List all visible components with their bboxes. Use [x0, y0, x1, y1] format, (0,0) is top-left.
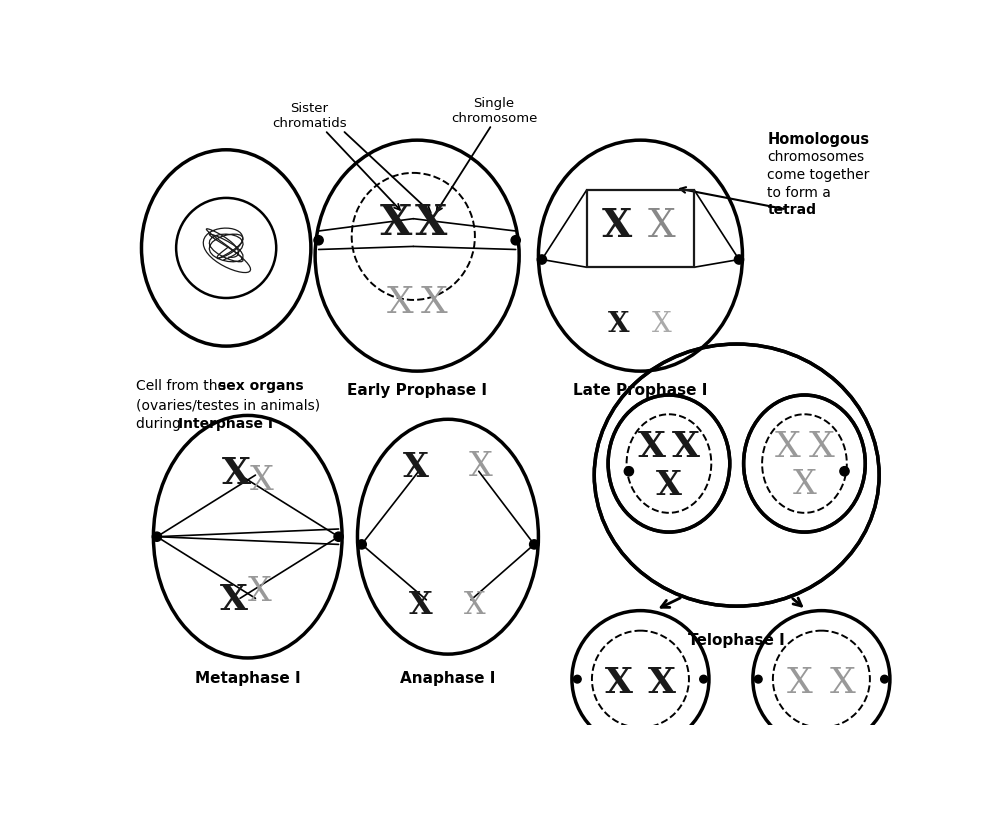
Text: Early Prophase I: Early Prophase I — [347, 383, 487, 398]
Text: X: X — [380, 202, 412, 244]
Circle shape — [152, 532, 161, 541]
Text: X: X — [830, 666, 856, 700]
Circle shape — [334, 532, 343, 541]
Text: X: X — [248, 576, 271, 608]
Text: Anaphase I: Anaphase I — [400, 672, 495, 686]
Text: Telophase I: Telophase I — [689, 633, 785, 648]
Text: X: X — [464, 591, 485, 622]
Text: X: X — [608, 311, 629, 338]
Text: Metaphase I: Metaphase I — [195, 672, 300, 686]
Circle shape — [840, 467, 849, 476]
Circle shape — [754, 676, 762, 683]
Text: chromosomes: chromosomes — [767, 150, 865, 164]
Circle shape — [881, 676, 888, 683]
Text: Cell from the: Cell from the — [136, 379, 231, 393]
Text: (ovaries/testes in animals): (ovaries/testes in animals) — [136, 398, 320, 412]
Text: X: X — [602, 207, 632, 245]
Text: Sister
chromatids: Sister chromatids — [272, 102, 346, 130]
Ellipse shape — [608, 395, 730, 532]
Text: X: X — [605, 666, 632, 700]
Circle shape — [357, 540, 367, 549]
Text: X: X — [786, 666, 813, 700]
Ellipse shape — [594, 344, 879, 606]
Text: X: X — [250, 465, 274, 497]
Text: X: X — [387, 285, 414, 321]
Text: X: X — [468, 452, 492, 483]
Text: X: X — [421, 285, 447, 321]
Text: come together: come together — [767, 168, 870, 182]
Text: X: X — [656, 469, 682, 501]
Text: X: X — [648, 666, 676, 700]
Circle shape — [573, 676, 581, 683]
Circle shape — [538, 255, 547, 264]
Text: X: X — [220, 583, 248, 617]
Circle shape — [624, 467, 633, 476]
Circle shape — [734, 255, 743, 264]
Text: Single
chromosome: Single chromosome — [451, 97, 538, 125]
Circle shape — [700, 676, 708, 683]
Text: X: X — [793, 469, 817, 501]
Text: X: X — [409, 591, 433, 622]
Text: X: X — [774, 430, 801, 464]
Bar — [586, 190, 695, 267]
Text: Homologous: Homologous — [767, 133, 870, 148]
Text: sex organs: sex organs — [219, 379, 304, 393]
Ellipse shape — [743, 395, 865, 532]
Text: X: X — [649, 208, 676, 244]
Text: X: X — [638, 430, 666, 464]
Circle shape — [530, 540, 539, 549]
Text: X: X — [415, 202, 447, 244]
Text: to form a: to form a — [767, 186, 832, 200]
Text: X: X — [809, 430, 834, 464]
Text: Late Prophase I: Late Prophase I — [573, 383, 708, 398]
Text: X: X — [222, 455, 251, 492]
Text: during: during — [136, 417, 185, 431]
Circle shape — [314, 236, 323, 244]
Text: tetrad: tetrad — [767, 203, 817, 218]
Text: X: X — [672, 430, 700, 464]
Circle shape — [512, 236, 521, 244]
Text: X: X — [653, 311, 672, 338]
Text: X: X — [403, 451, 429, 484]
Text: Interphase I: Interphase I — [178, 417, 274, 431]
